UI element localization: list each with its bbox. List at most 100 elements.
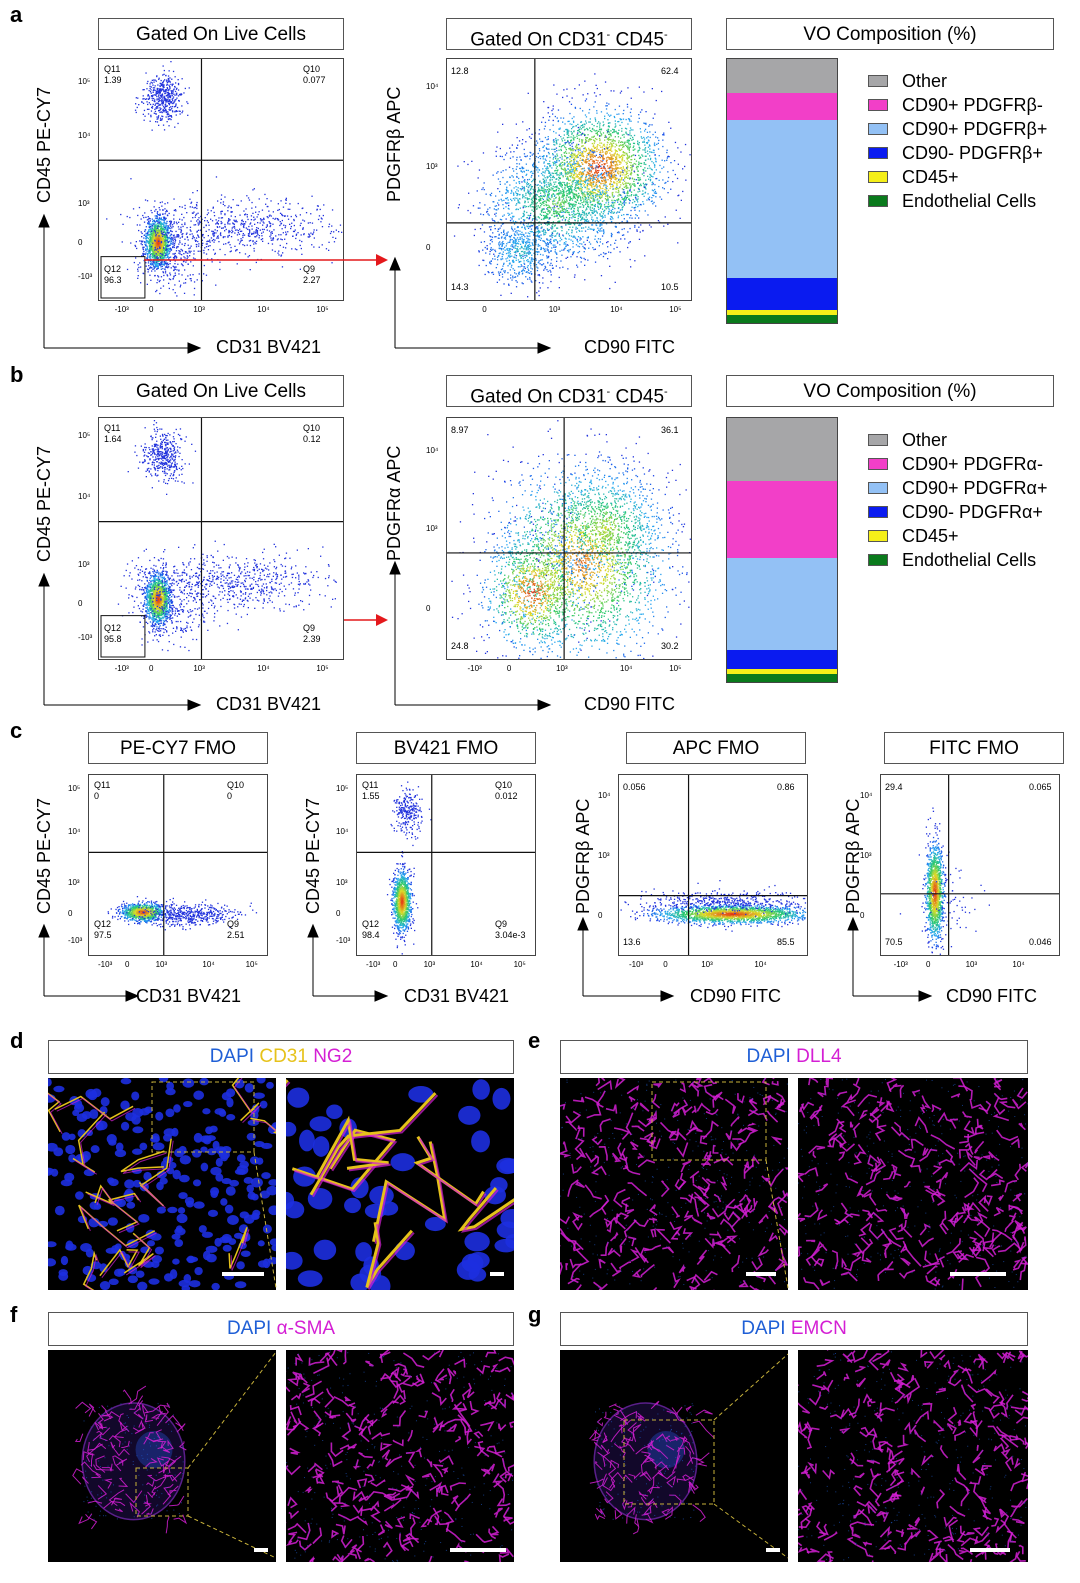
p-a1-xtick: 10⁴ bbox=[257, 305, 269, 314]
scale-bar-e2 bbox=[950, 1272, 1006, 1276]
scatter-plot-c1: Q11 0 Q10 0 Q12 97.5 Q9 2.51 bbox=[88, 774, 268, 956]
p-c4-ytick: 10³ bbox=[860, 851, 872, 860]
legend_a-label-2: CD90+ PDGFRβ+ bbox=[902, 119, 1047, 139]
p-c1-xtick: 10³ bbox=[156, 960, 168, 969]
p-c2-q10-value: 0.012 bbox=[495, 791, 518, 801]
p-c1-xtick: -10³ bbox=[98, 960, 112, 969]
m-e2-signal bbox=[798, 1078, 1028, 1290]
y-axis-label-b2: PDGFRα APC bbox=[384, 446, 405, 561]
bar-b-segment-5 bbox=[727, 674, 837, 682]
legend_b-label-5: Endothelial Cells bbox=[902, 550, 1036, 570]
p-b1-q10-value: 0.12 bbox=[303, 434, 321, 444]
p-c2-xtick: -10³ bbox=[366, 960, 380, 969]
legend_a-label-0: Other bbox=[902, 71, 947, 91]
scatter-plot-a2: 12.8 62.4 14.3 10.5 bbox=[446, 58, 692, 301]
p-c4-xtick: -10³ bbox=[894, 960, 908, 969]
p-b1-xtick: 10⁵ bbox=[316, 664, 328, 673]
title-pecy7-fmo: PE-CY7 FMO bbox=[88, 732, 268, 764]
legend_a-swatch-2 bbox=[868, 123, 888, 135]
p-a1-ytick: 10⁴ bbox=[78, 131, 90, 140]
m-e1-signal bbox=[560, 1078, 788, 1290]
legend_a-swatch-1 bbox=[868, 99, 888, 111]
micrograph-d-overview bbox=[48, 1078, 276, 1290]
p-b2-ur-value: 36.1 bbox=[661, 425, 679, 435]
sup-minus: - bbox=[607, 386, 611, 398]
p-c3-ur-value: 0.86 bbox=[777, 782, 795, 792]
p-a2-xtick: 0 bbox=[482, 305, 486, 314]
p-c1-ytick: 10⁴ bbox=[68, 827, 80, 836]
p-a2-xtick: 10⁴ bbox=[610, 305, 622, 314]
p-b2-xtick: 10⁵ bbox=[669, 664, 681, 673]
p-c3-xtick: 10³ bbox=[701, 960, 713, 969]
stain-dapi-f: DAPI bbox=[227, 1318, 271, 1339]
bar-b-segment-3 bbox=[727, 650, 837, 669]
p-c3-points bbox=[619, 775, 807, 955]
p-c3-xtick: 10⁴ bbox=[754, 960, 766, 969]
scale-bar-g1 bbox=[766, 1548, 780, 1552]
stain-dapi-d: DAPI bbox=[210, 1046, 254, 1067]
p-a1-ytick: 10⁵ bbox=[78, 77, 90, 86]
bar-b-segment-1 bbox=[727, 481, 837, 558]
p-c1-xtick: 0 bbox=[125, 960, 129, 969]
p-c4-xtick: 0 bbox=[926, 960, 930, 969]
p-c3-xtick: 0 bbox=[663, 960, 667, 969]
p-a2-ur-value: 62.4 bbox=[661, 66, 679, 76]
legend_b-swatch-4 bbox=[868, 530, 888, 542]
y-axis-label-a1: CD45 PE-CY7 bbox=[34, 87, 55, 203]
y-axis-label-c1: CD45 PE-CY7 bbox=[34, 798, 55, 914]
m-g2-signal bbox=[798, 1350, 1028, 1562]
title-live-cells-b: Gated On Live Cells bbox=[98, 375, 344, 407]
scatter-plot-b1: Q11 1.64 Q10 0.12 Q12 95.8 Q9 2.39 bbox=[98, 417, 344, 660]
p-c1-points bbox=[89, 775, 267, 955]
p-a1-q12-name: Q12 bbox=[104, 264, 121, 274]
p-c2-q11-value: 1.55 bbox=[362, 791, 380, 801]
p-b1-points bbox=[99, 418, 343, 659]
title-gated-b: Gated On CD31- CD45- bbox=[446, 375, 692, 407]
x-axis-label-c4: CD90 FITC bbox=[946, 986, 1037, 1007]
p-c2-ytick: -10³ bbox=[336, 936, 350, 945]
scatter-plot-c2: Q11 1.55 Q10 0.012 Q12 98.4 Q9 3.04e-3 bbox=[356, 774, 536, 956]
p-c1-xtick: 10⁴ bbox=[202, 960, 214, 969]
p-c2-ytick: 10³ bbox=[336, 878, 348, 887]
legend_b-swatch-1 bbox=[868, 458, 888, 470]
p-b1-q12-value: 95.8 bbox=[104, 634, 122, 644]
p-b2-lr-value: 30.2 bbox=[661, 641, 679, 651]
stain-dapi-g: DAPI bbox=[741, 1318, 785, 1339]
x-axis-label-b1: CD31 BV421 bbox=[216, 694, 321, 715]
scale-bar-f2 bbox=[450, 1548, 506, 1552]
p-b2-ytick: 10³ bbox=[426, 524, 438, 533]
panel-letter-b: b bbox=[10, 362, 23, 388]
sup-minus: - bbox=[607, 29, 611, 41]
p-c4-xtick: 10⁴ bbox=[1012, 960, 1024, 969]
micrograph-f-zoom bbox=[286, 1350, 514, 1562]
p-c4-ur-value: 0.065 bbox=[1029, 782, 1052, 792]
legend_a-swatch-4 bbox=[868, 171, 888, 183]
p-c2-q10-name: Q10 bbox=[495, 780, 512, 790]
p-a1-points bbox=[99, 59, 343, 300]
p-c4-ul-value: 29.4 bbox=[885, 782, 903, 792]
p-c3-ul-value: 0.056 bbox=[623, 782, 646, 792]
p-a1-q11-name: Q11 bbox=[104, 64, 120, 74]
p-b1-q11-value: 1.64 bbox=[104, 434, 122, 444]
x-axis-label-a1: CD31 BV421 bbox=[216, 337, 321, 358]
p-c1-ytick: 10³ bbox=[68, 878, 80, 887]
p-b2-ytick: 0 bbox=[426, 604, 430, 613]
p-a1-q12-value: 96.3 bbox=[104, 275, 122, 285]
scatter-plot-c3: 0.056 0.86 13.6 85.5 bbox=[618, 774, 808, 956]
title-live-cells-a: Gated On Live Cells bbox=[98, 18, 344, 50]
legend_a-label-4: CD45+ bbox=[902, 167, 959, 187]
bar-b-segment-0 bbox=[727, 418, 837, 482]
title-vo-b: VO Composition (%) bbox=[726, 375, 1054, 407]
stain-ng2-d: NG2 bbox=[313, 1046, 352, 1067]
bar-b-segment-4 bbox=[727, 668, 837, 675]
p-c2-ytick: 10⁵ bbox=[336, 784, 348, 793]
bar-a-segment-5 bbox=[727, 315, 837, 323]
title-fitc-fmo: FITC FMO bbox=[884, 732, 1064, 764]
p-c2-xtick: 10⁴ bbox=[470, 960, 482, 969]
legend_a-label-3: CD90- PDGFRβ+ bbox=[902, 143, 1043, 163]
p-c1-xtick: 10⁵ bbox=[246, 960, 258, 969]
p-c2-q12-value: 98.4 bbox=[362, 930, 380, 940]
panel-letter-c: c bbox=[10, 718, 22, 744]
p-a1-q11-value: 1.39 bbox=[104, 75, 122, 85]
p-b1-q11-name: Q11 bbox=[104, 423, 120, 433]
